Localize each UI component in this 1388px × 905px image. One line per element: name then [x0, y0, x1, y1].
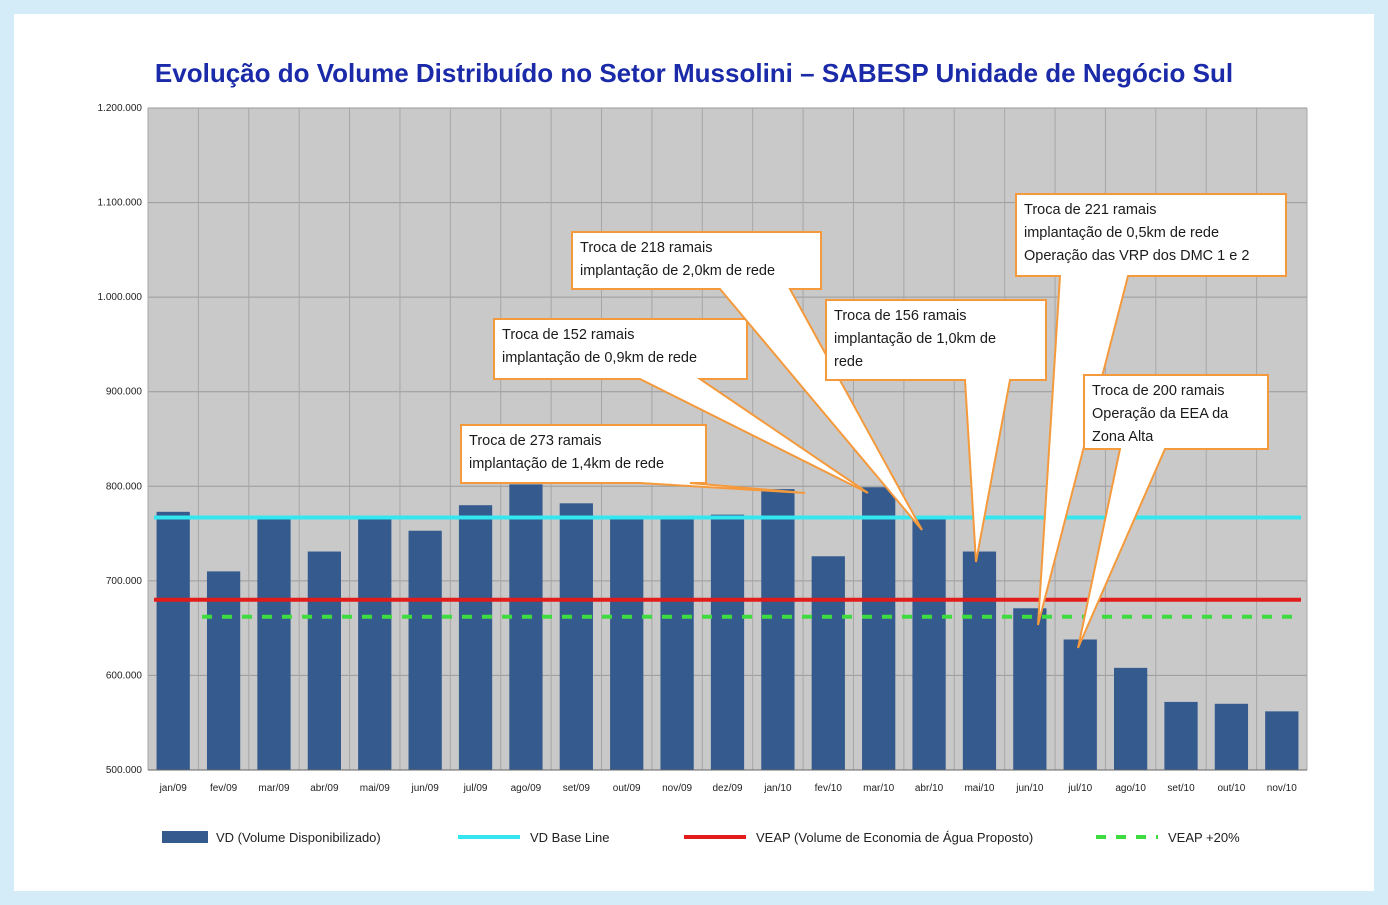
callout-line: implantação de 2,0km de rede [580, 263, 775, 279]
bar-jun/09 [408, 530, 442, 770]
legend-swatch [162, 831, 208, 843]
bar-abr/09 [307, 551, 341, 770]
y-tick-label: 700.000 [106, 576, 143, 587]
callout-line: implantação de 0,5km de rede [1024, 225, 1219, 241]
legend-item: VD Base Line [458, 830, 610, 845]
callout-line: Troca de 273 ramais [469, 433, 601, 449]
y-tick-label: 600.000 [106, 670, 143, 681]
callout-box [493, 318, 869, 494]
x-tick-label: mar/09 [258, 783, 290, 794]
x-tick-label: nov/10 [1267, 783, 1297, 794]
legend-item: VEAP +20% [1096, 830, 1240, 845]
bar-jul/10 [1063, 639, 1097, 770]
legend-label: VEAP +20% [1168, 830, 1240, 845]
x-tick-label: mai/09 [360, 783, 390, 794]
callout-jun/10: Troca de 221 ramais implantação de 0,5km … [1015, 193, 1287, 626]
chart-title: Evolução do Volume Distribuído no Setor … [154, 58, 1234, 88]
bar-set/10 [1164, 701, 1198, 770]
bar-jan/09 [156, 511, 190, 770]
x-tick-label: jun/10 [1015, 783, 1044, 794]
x-tick-label: jun/09 [411, 783, 440, 794]
callout-line: Operação das VRP dos DMC 1 e 2 [1024, 248, 1249, 264]
callout-mai/10: Troca de 156 ramais implantação de 1,0km … [825, 299, 1047, 563]
bar-out/09 [610, 518, 644, 770]
callout-mar/10: Troca de 152 ramais implantação de 0,9km … [493, 318, 869, 494]
callout-line: Troca de 152 ramais [502, 327, 634, 343]
y-tick-label: 1.200.000 [98, 103, 143, 114]
bar-jul/09 [458, 505, 493, 770]
x-tick-label: set/09 [563, 783, 591, 794]
bar-jun/10 [1013, 608, 1047, 770]
x-tick-label: out/09 [613, 783, 641, 794]
x-tick-label: jan/10 [763, 783, 792, 794]
x-tick-label: jan/09 [159, 783, 188, 794]
x-tick-label: mai/10 [964, 783, 994, 794]
callout-line: Troca de 156 ramais [834, 308, 966, 324]
bar-out/10 [1214, 703, 1249, 770]
callout-line: implantação de 0,9km de rede [502, 350, 697, 366]
callout-box [825, 299, 1047, 563]
bar-mai/09 [358, 518, 392, 770]
callout-line: rede [834, 354, 863, 370]
y-tick-label: 800.000 [106, 481, 143, 492]
bar-mai/10 [962, 551, 997, 770]
x-tick-label: mar/10 [863, 783, 895, 794]
bar-ago/09 [509, 484, 543, 770]
legend-item: VD (Volume Disponibilizado) [162, 830, 381, 845]
callout-line: implantação de 1,0km de [834, 331, 996, 347]
bar-fev/10 [811, 556, 845, 770]
bar-series [156, 484, 1299, 770]
bar-fev/09 [206, 571, 241, 770]
bar-abr/10 [912, 518, 946, 770]
bar-ago/10 [1114, 667, 1148, 770]
callout-box [1015, 193, 1287, 626]
callout-line: implantação de 1,4km de rede [469, 456, 664, 472]
callout-line: Zona Alta [1092, 429, 1154, 445]
x-tick-label: nov/09 [662, 783, 692, 794]
bar-set/09 [559, 503, 593, 770]
y-tick-label: 500.000 [106, 765, 143, 776]
x-tick-label: ago/09 [511, 783, 542, 794]
callout-line: Troca de 200 ramais [1092, 383, 1224, 399]
callout-box [1077, 374, 1269, 649]
callout-jul/10: Troca de 200 ramais Operação da EEA da Zon… [1077, 374, 1269, 649]
callout-box [571, 231, 923, 531]
bar-mar/09 [257, 517, 291, 770]
x-tick-label: dez/09 [712, 783, 742, 794]
callout-line: Troca de 218 ramais [580, 240, 712, 256]
y-tick-label: 1.100.000 [98, 198, 143, 209]
y-tick-label: 900.000 [106, 387, 143, 398]
legend-label: VD Base Line [530, 830, 610, 845]
callout-box [460, 424, 806, 494]
callout-line: Operação da EEA da [1092, 406, 1229, 422]
x-tick-label: fev/10 [815, 783, 843, 794]
x-axis: jan/09 fev/09 mar/09 abr/09 mai/09 jun/09 jul/… [148, 769, 1307, 794]
legend-item: VEAP (Volume de Economia de Água Propost… [684, 830, 1033, 845]
legend-label: VEAP (Volume de Economia de Água Propost… [756, 830, 1033, 845]
x-tick-label: out/10 [1218, 783, 1246, 794]
x-tick-label: ago/10 [1115, 783, 1146, 794]
annotations: Troca de 273 ramais implantação de 1,4km … [460, 193, 1287, 649]
y-axis: 500.000 600.000 700.000 800.000 900.000 1.000… [98, 103, 143, 776]
legend-label: VD (Volume Disponibilizado) [216, 830, 381, 845]
x-tick-label: abr/10 [915, 783, 944, 794]
bar-mar/10 [862, 487, 896, 770]
bar-nov/09 [660, 518, 694, 770]
bar-nov/10 [1265, 711, 1299, 770]
bar-jan/10 [761, 489, 795, 770]
y-tick-label: 1.000.000 [98, 292, 143, 303]
callout-abr/10: Troca de 218 ramais implantação de 2,0km … [571, 231, 923, 531]
callout-jan/10: Troca de 273 ramais implantação de 1,4km … [460, 424, 806, 494]
x-tick-label: abr/09 [310, 783, 339, 794]
callout-line: Troca de 221 ramais [1024, 202, 1156, 218]
x-tick-label: fev/09 [210, 783, 238, 794]
x-tick-label: jul/09 [463, 783, 488, 794]
x-tick-label: set/10 [1167, 783, 1195, 794]
bar-dez/09 [710, 514, 745, 770]
x-tick-label: jul/10 [1067, 783, 1092, 794]
legend: VD (Volume Disponibilizado) VD Base Line V… [162, 830, 1240, 845]
